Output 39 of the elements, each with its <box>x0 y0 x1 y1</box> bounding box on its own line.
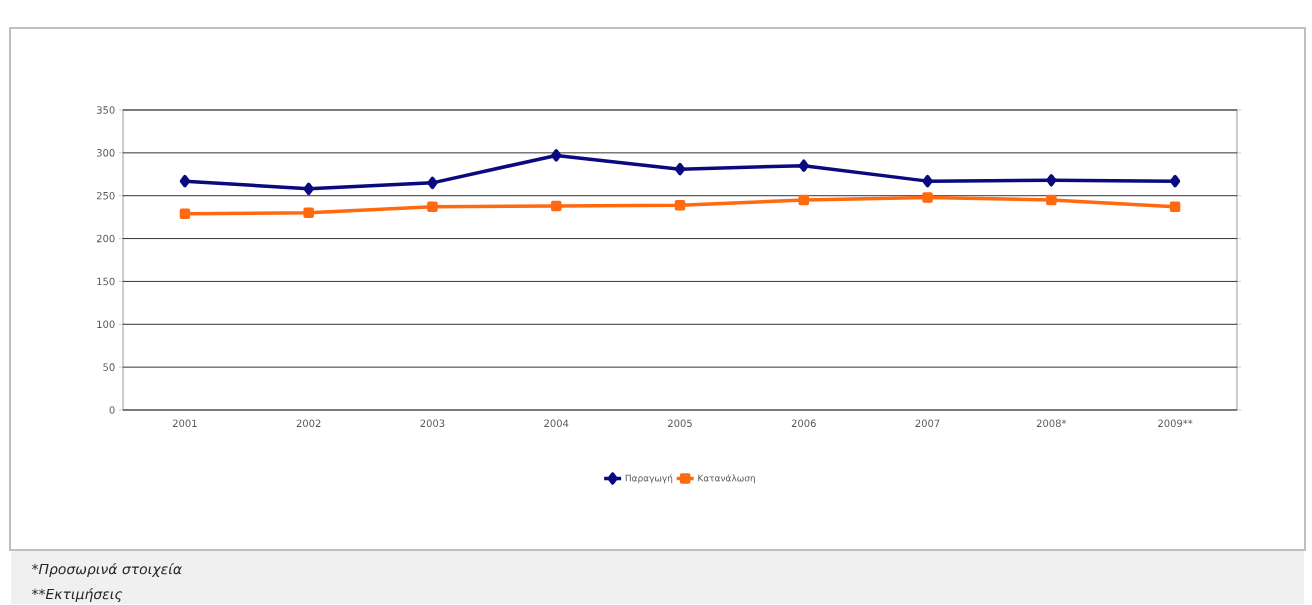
point <box>1169 174 1181 188</box>
x-tick-label: 2004 <box>544 419 569 427</box>
y-tick-label: 350 <box>96 106 115 114</box>
legend-label: Κατανάλωση <box>698 474 755 484</box>
x-tick-label: 2003 <box>420 419 445 427</box>
point <box>427 176 438 189</box>
x-tick-label: 2008* <box>1036 419 1067 427</box>
y-tick-label: 250 <box>96 191 115 200</box>
point <box>179 208 191 219</box>
text: *Προσωρινά στοιχεία <box>31 562 182 577</box>
point <box>303 207 314 218</box>
x-tick-label: 2009** <box>1158 419 1193 427</box>
point <box>550 200 562 212</box>
y-tick-label: 150 <box>97 277 115 286</box>
point <box>427 201 438 212</box>
point <box>922 174 933 188</box>
point <box>674 162 686 176</box>
point <box>551 149 562 162</box>
point <box>1169 201 1181 212</box>
y-tick-label: 0 <box>109 406 115 414</box>
y-tick-label: 50 <box>103 363 115 371</box>
point <box>1046 173 1057 187</box>
text: **Εκτιμήσεις <box>31 587 123 602</box>
point <box>179 174 191 188</box>
point <box>303 182 314 195</box>
x-tick-label: 2005 <box>668 419 692 427</box>
y-tick-label: 200 <box>96 234 115 243</box>
x-tick-label: 2007 <box>915 419 940 427</box>
legend-label: Παραγωγή <box>625 474 673 484</box>
point <box>922 192 933 203</box>
point <box>1046 194 1057 206</box>
point <box>798 194 810 206</box>
point <box>674 199 686 211</box>
y-tick-label: 100 <box>97 320 115 328</box>
y-tick-label: 300 <box>96 148 115 157</box>
x-tick-label: 2006 <box>791 419 816 427</box>
x-tick-label: 2001 <box>172 419 197 427</box>
point <box>798 159 809 172</box>
x-tick-label: 2002 <box>296 419 321 427</box>
